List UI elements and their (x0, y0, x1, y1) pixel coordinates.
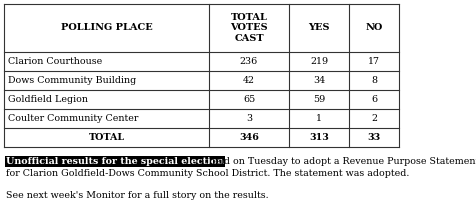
Text: 1: 1 (316, 114, 322, 123)
Text: Dows Community Building: Dows Community Building (8, 76, 136, 85)
Text: YES: YES (308, 24, 330, 32)
Text: 236: 236 (240, 57, 258, 66)
Text: POLLING PLACE: POLLING PLACE (60, 24, 152, 32)
Text: 59: 59 (313, 95, 325, 104)
Text: 219: 219 (310, 57, 328, 66)
Text: Unofficial results for the special election: Unofficial results for the special elect… (6, 157, 224, 166)
Text: 65: 65 (243, 95, 255, 104)
Text: TOTAL
VOTES
CAST: TOTAL VOTES CAST (230, 13, 268, 43)
Text: held on Tuesday to adopt a Revenue Purpose Statement: held on Tuesday to adopt a Revenue Purpo… (206, 157, 476, 166)
Text: 33: 33 (367, 133, 381, 142)
Text: NO: NO (366, 24, 383, 32)
Text: Clarion Courthouse: Clarion Courthouse (8, 57, 102, 66)
Text: 3: 3 (246, 114, 252, 123)
Text: 6: 6 (371, 95, 377, 104)
Text: 346: 346 (239, 133, 259, 142)
Text: 2: 2 (371, 114, 377, 123)
Text: Goldfield Legion: Goldfield Legion (8, 95, 88, 104)
Text: 8: 8 (371, 76, 377, 85)
Text: See next week's Monitor for a full story on the results.: See next week's Monitor for a full story… (6, 191, 268, 200)
Text: TOTAL: TOTAL (89, 133, 125, 142)
Text: for Clarion Goldfield-Dows Community School District. The statement was adopted.: for Clarion Goldfield-Dows Community Sch… (6, 169, 409, 178)
Text: 313: 313 (309, 133, 329, 142)
Text: 34: 34 (313, 76, 325, 85)
Text: 17: 17 (368, 57, 380, 66)
Text: 42: 42 (243, 76, 255, 85)
Text: Coulter Community Center: Coulter Community Center (8, 114, 139, 123)
